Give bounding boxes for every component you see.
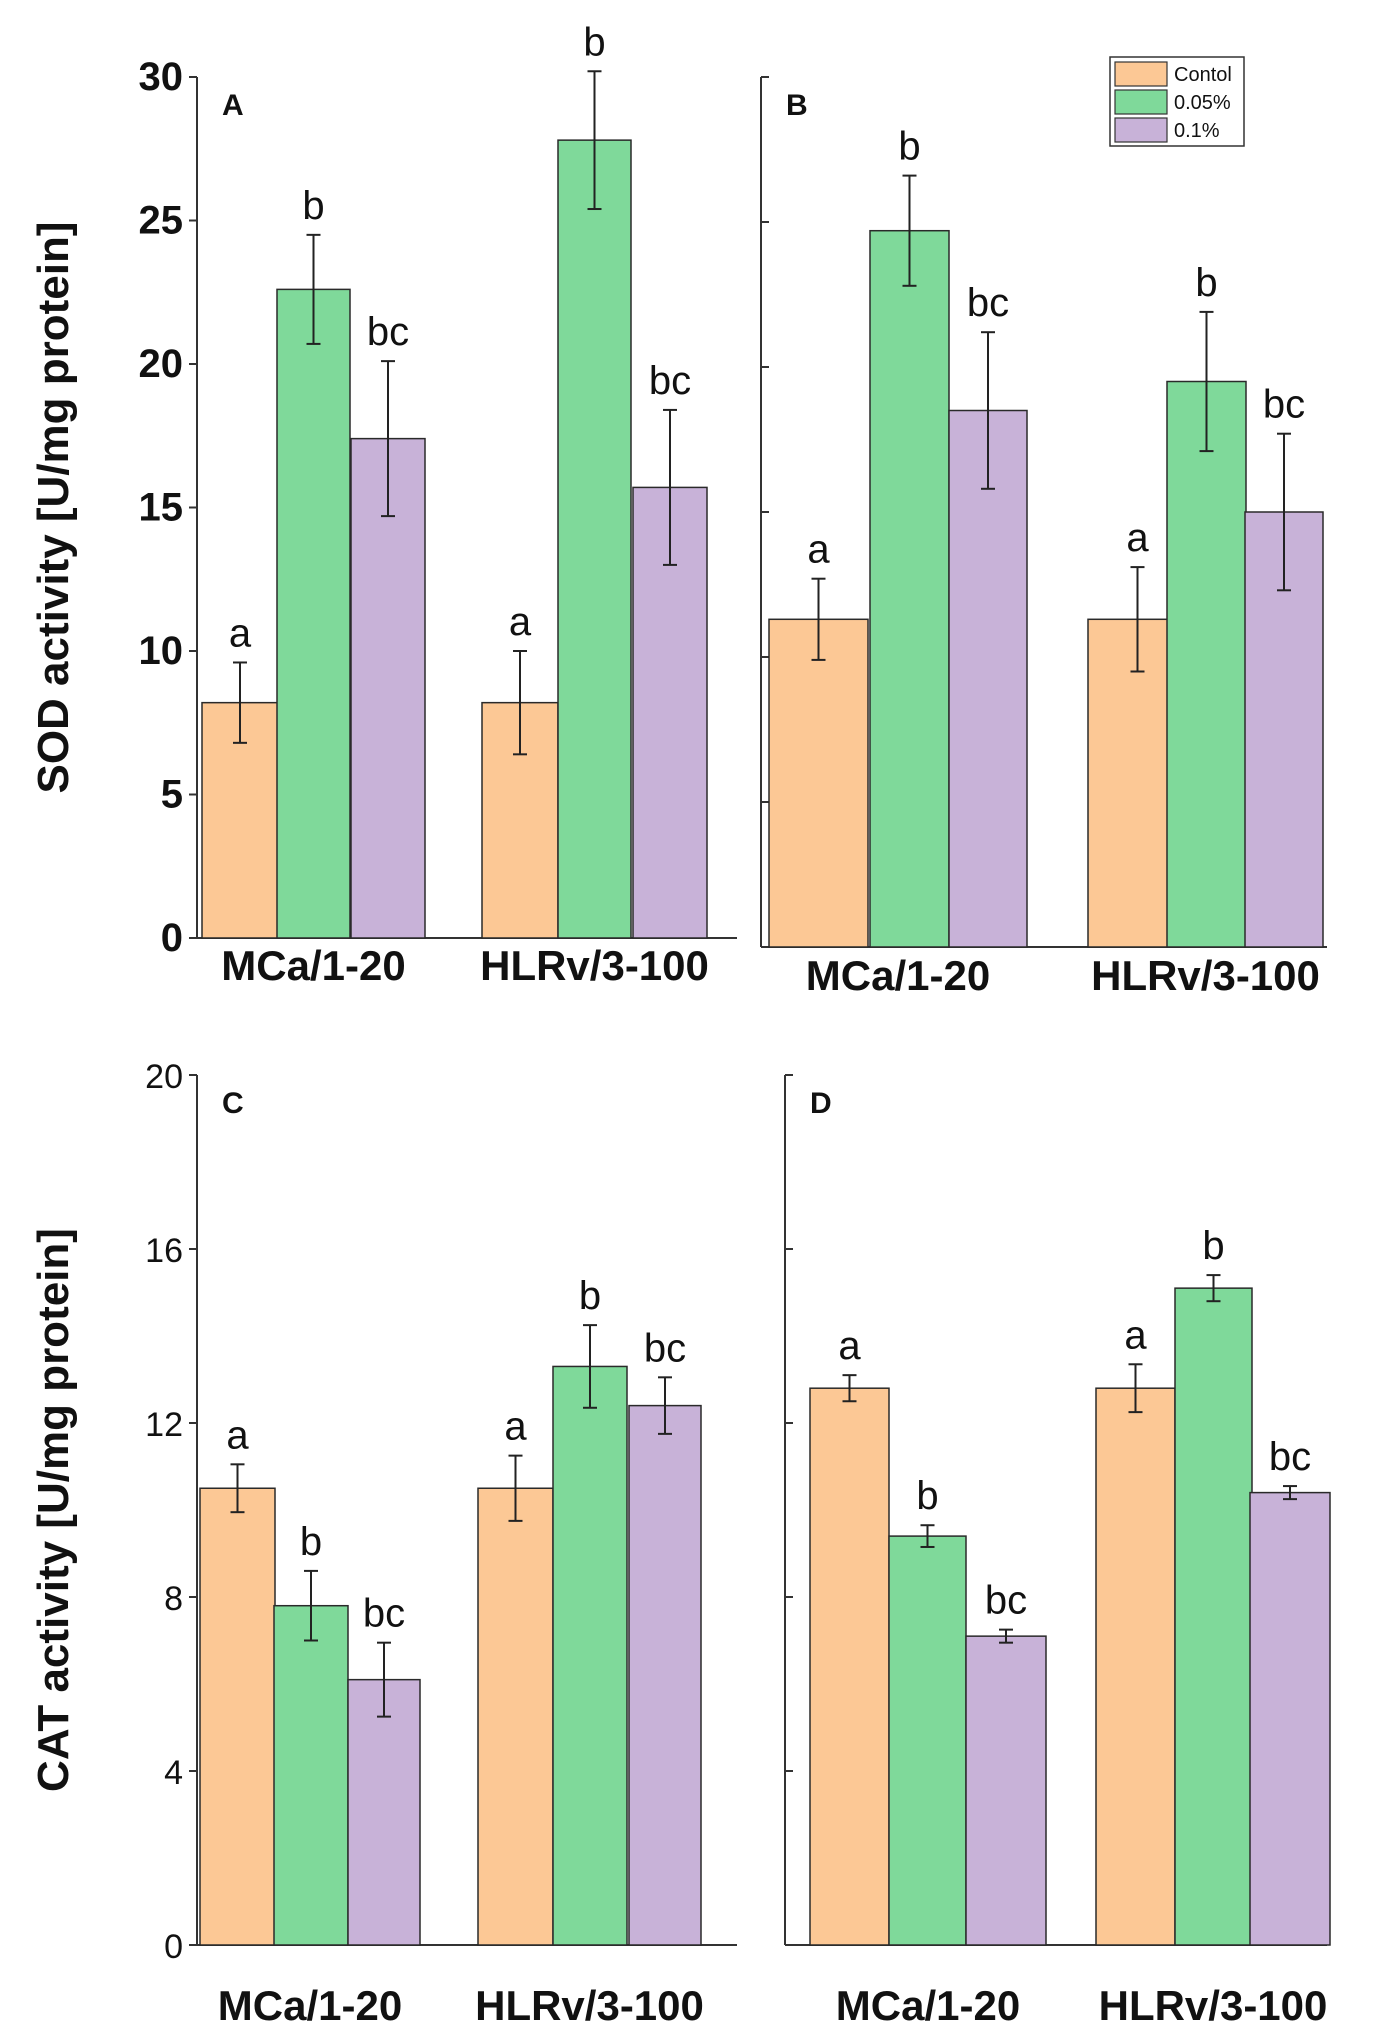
- y-tick-label: 5: [161, 773, 183, 817]
- panel-a: 0 5 10 15 20 25 30 SOD activity [U/mg protein] A…: [29, 20, 737, 989]
- panel-label: C: [222, 1087, 244, 1120]
- y-tick-label: 8: [164, 1580, 183, 1618]
- panel-b: Ba a b b bc bc MCa/1-20 HLRv/3-100: [760, 76, 1327, 999]
- significance-label: b: [579, 1274, 601, 1318]
- significance-label: bc: [363, 1592, 405, 1636]
- bar: [1174, 1287, 1253, 1946]
- y-tick-label: 4: [164, 1754, 183, 1792]
- significance-label: b: [302, 184, 324, 228]
- significance-label: a: [509, 600, 532, 644]
- y-axis-label: CAT activity [U/mg protein]: [29, 1228, 78, 1792]
- y-tick-label: 20: [145, 1058, 183, 1096]
- significance-label: a: [1126, 516, 1149, 560]
- bar: [965, 1635, 1047, 1946]
- significance-label: bc: [1269, 1435, 1311, 1479]
- bar: [628, 1404, 702, 1946]
- significance-label: b: [583, 20, 605, 64]
- significance-label: a: [226, 1413, 249, 1457]
- bar: [1166, 380, 1247, 948]
- bar: [276, 288, 351, 939]
- legend: Contol 0.05% 0.1%: [1109, 56, 1245, 147]
- bar: [273, 1604, 349, 1946]
- bar: [347, 1678, 421, 1946]
- bar: [888, 1535, 967, 1946]
- y-tick-label: 16: [145, 1232, 183, 1270]
- significance-label: a: [1124, 1313, 1147, 1357]
- y-tick-label: 15: [139, 486, 184, 530]
- y-tick-label: 0: [161, 916, 183, 960]
- significance-label: b: [916, 1474, 938, 1518]
- bar: [1095, 1387, 1176, 1946]
- significance-label: bc: [367, 310, 409, 354]
- panel-c: 0 4 8 12 16 20 CAT activity [U/mg protein] Ca a b…: [29, 1058, 737, 2029]
- y-tick-label: 12: [145, 1406, 183, 1444]
- significance-label: a: [807, 528, 830, 572]
- legend-label: 0.1%: [1174, 120, 1220, 142]
- panel-d: Da a b b bc bc MCa/1-20 HLRv/3-100: [784, 1074, 1331, 2029]
- significance-label: bc: [1263, 383, 1305, 427]
- panel-label: A: [222, 89, 244, 122]
- significance-label: a: [838, 1324, 861, 1368]
- significance-label: bc: [967, 281, 1009, 325]
- category-label: HLRv/3-100: [1099, 1982, 1328, 2029]
- panels: 0 5 10 15 20 25 30 SOD activity [U/mg protein] A…: [29, 20, 1331, 2029]
- category-label: HLRv/3-100: [480, 942, 709, 989]
- category-label: MCa/1-20: [221, 942, 405, 989]
- legend-label: Contol: [1174, 64, 1232, 86]
- y-tick-label: 10: [139, 629, 184, 673]
- panel-label: D: [810, 1087, 832, 1120]
- bar: [768, 618, 869, 948]
- legend-swatch: [1114, 61, 1168, 87]
- bar: [552, 1365, 628, 1946]
- y-tick-label: 30: [139, 55, 184, 99]
- significance-label: a: [504, 1405, 527, 1449]
- y-axis-label: SOD activity [U/mg protein]: [29, 221, 78, 793]
- significance-label: bc: [649, 359, 691, 403]
- bar: [809, 1387, 890, 1946]
- significance-label: b: [1195, 261, 1217, 305]
- legend-swatch: [1114, 89, 1168, 115]
- significance-label: bc: [985, 1579, 1027, 1623]
- bar: [477, 1487, 554, 1946]
- category-label: MCa/1-20: [806, 952, 990, 999]
- bar: [948, 409, 1028, 948]
- category-label: HLRv/3-100: [475, 1982, 704, 2029]
- category-label: MCa/1-20: [836, 1982, 1020, 2029]
- category-label: HLRv/3-100: [1091, 952, 1320, 999]
- y-tick-label: 0: [164, 1928, 183, 1966]
- significance-label: b: [1202, 1224, 1224, 1268]
- y-tick-label: 25: [139, 199, 184, 243]
- significance-label: b: [898, 125, 920, 169]
- legend-swatch: [1114, 117, 1168, 143]
- bar: [199, 1487, 276, 1946]
- legend-label: 0.05%: [1174, 92, 1231, 114]
- significance-label: a: [229, 611, 252, 655]
- y-tick-label: 20: [139, 342, 184, 386]
- significance-label: bc: [644, 1326, 686, 1370]
- bar: [557, 139, 632, 939]
- panel-label: B: [786, 89, 808, 122]
- bar: [869, 229, 950, 948]
- category-label: MCa/1-20: [218, 1982, 402, 2029]
- bar: [1249, 1491, 1331, 1946]
- significance-label: b: [300, 1520, 322, 1564]
